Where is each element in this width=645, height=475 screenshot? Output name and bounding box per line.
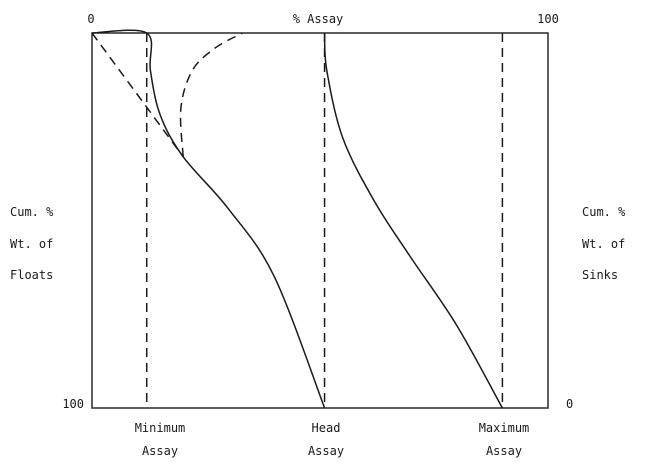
maximum-assay-label-line-2: Assay <box>485 444 523 458</box>
right-axis-label-line-3: Sinks <box>582 268 619 282</box>
sink-curve <box>323 32 504 409</box>
right-axis-bottom-value: 0 <box>566 397 574 411</box>
head-assay-label-line-2: Assay <box>307 444 345 458</box>
plot-frame <box>91 32 549 409</box>
concentrate-curve-dashed <box>179 32 243 157</box>
top-axis-title: % Assay <box>292 12 344 26</box>
left-axis-label-line-2: Wt. of <box>10 237 54 251</box>
left-axis-label-line-3: Floats <box>10 268 54 282</box>
left-axis-label-line-1: Cum. % <box>10 205 54 219</box>
float-curve <box>91 29 326 409</box>
minimum-assay-label-line-2: Assay <box>141 444 179 458</box>
float-tangent-line-dashed <box>91 32 184 158</box>
maximum-assay-label-line-1: Maximum <box>478 421 530 435</box>
minimum-assay-label-line-1: Minimum <box>134 421 186 435</box>
right-axis-label-line-2: Wt. of <box>582 237 626 251</box>
left-axis-bottom-value: 100 <box>62 397 84 411</box>
right-axis-label-line-1: Cum. % <box>582 205 626 219</box>
head-assay-label-line-1: Head <box>311 421 341 435</box>
top-axis-left-value: 0 <box>87 12 95 26</box>
top-axis-right-value: 100 <box>537 12 559 26</box>
